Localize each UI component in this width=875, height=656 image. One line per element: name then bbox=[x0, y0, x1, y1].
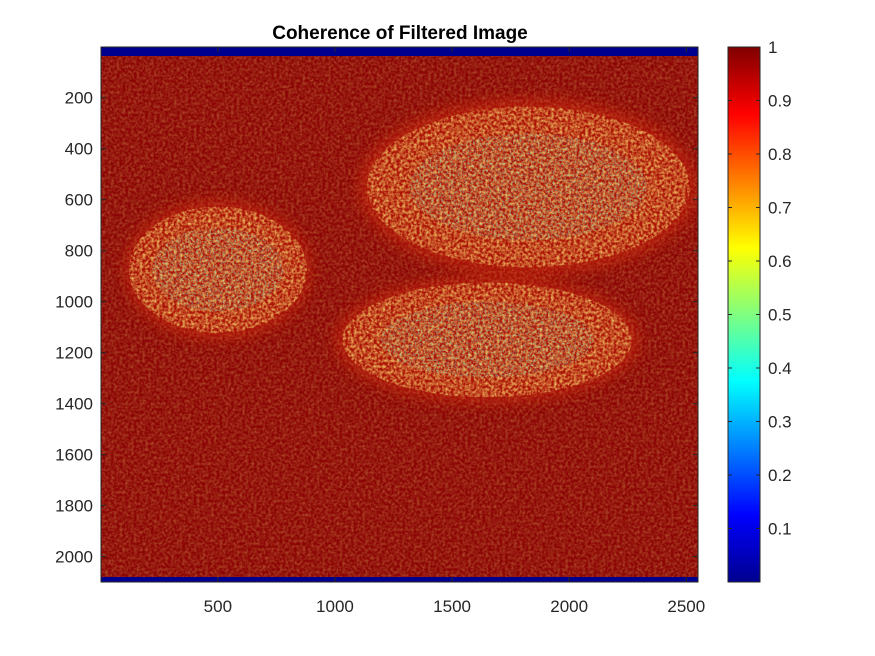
low-coherence-core bbox=[409, 133, 648, 241]
y-tick-label: 800 bbox=[65, 242, 93, 261]
colorbar-tick-label: 0.1 bbox=[768, 520, 792, 539]
y-tick-label: 200 bbox=[65, 89, 93, 108]
y-tick-label: 2000 bbox=[55, 548, 93, 567]
x-tick-label: 2000 bbox=[550, 597, 588, 616]
y-tick-label: 1200 bbox=[55, 344, 93, 363]
y-tick-label: 600 bbox=[65, 191, 93, 210]
x-tick-label: 2500 bbox=[667, 597, 705, 616]
colorbar-tick-label: 0.8 bbox=[768, 145, 792, 164]
y-axis: 200 400 600 800 1000 1200 1400 1600 1800 2000 bbox=[55, 89, 698, 567]
heatmap-plot-area bbox=[101, 47, 698, 582]
heatmap-top-edge-band bbox=[101, 47, 698, 56]
colorbar-tick-label: 0.5 bbox=[768, 306, 792, 325]
x-tick-label: 1000 bbox=[316, 597, 354, 616]
y-tick-label: 1000 bbox=[55, 293, 93, 312]
y-tick-label: 1800 bbox=[55, 497, 93, 516]
colorbar-tick-label: 0.2 bbox=[768, 466, 792, 485]
colorbar-tick-label: 0.7 bbox=[768, 199, 792, 218]
colorbar-tick-label: 1 bbox=[768, 38, 777, 57]
low-coherence-core bbox=[380, 301, 594, 379]
heatmap-bottom-edge-band bbox=[101, 577, 698, 582]
colorbar-tick-label: 0.4 bbox=[768, 359, 792, 378]
colorbar-tick-label: 0.9 bbox=[768, 92, 792, 111]
y-tick-label: 400 bbox=[65, 140, 93, 159]
x-tick-label: 1500 bbox=[433, 597, 471, 616]
colorbar-tick-label: 0.6 bbox=[768, 252, 792, 271]
chart-title: Coherence of Filtered Image bbox=[272, 23, 528, 44]
colorbar-ticks: 0.1 0.2 0.3 0.4 0.5 0.6 0.7 0.8 0.9 1 bbox=[728, 38, 792, 539]
low-coherence-core bbox=[152, 227, 284, 312]
colorbar-tick-label: 0.3 bbox=[768, 413, 792, 432]
x-tick-label: 500 bbox=[204, 597, 232, 616]
plot-frame bbox=[100, 46, 699, 583]
y-tick-label: 1400 bbox=[55, 395, 93, 414]
colorbar bbox=[727, 46, 761, 583]
y-tick-label: 1600 bbox=[55, 446, 93, 465]
x-axis: 500 1000 1500 2000 2500 bbox=[204, 47, 705, 616]
